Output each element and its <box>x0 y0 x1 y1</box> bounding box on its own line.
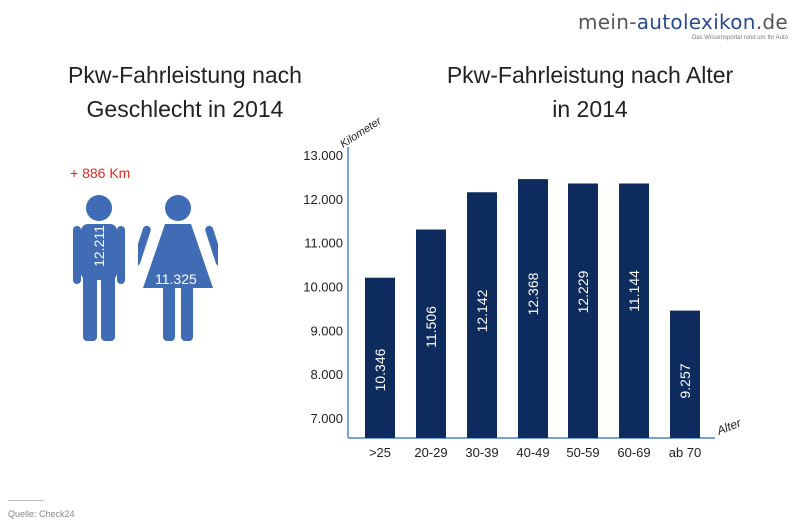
brand-tagline: Das Wissensportal rund um Ihr Auto <box>691 35 788 41</box>
brand-logo: mein-autolexikon.de Das Wissensportal ru… <box>578 10 788 41</box>
source-label: Quelle: Check24 <box>8 509 75 519</box>
x-tick-label: 20-29 <box>414 445 447 460</box>
x-tick-label: 60-69 <box>617 445 650 460</box>
female-person-icon <box>138 195 218 341</box>
chart-title: Pkw-Fahrleistung nach Alter in 2014 <box>446 62 734 122</box>
x-tick-label: 50-59 <box>566 445 599 460</box>
y-tick-label: 11.000 <box>304 236 343 251</box>
bar-value-label: 12.368 <box>525 272 541 315</box>
bar-6069 <box>619 183 649 438</box>
male-person-icon <box>73 195 125 341</box>
female-value: 11.325 <box>155 271 197 287</box>
source-divider <box>8 500 44 501</box>
bar-value-label: 11.506 <box>423 306 439 348</box>
y-tick-label: 10.000 <box>303 280 343 295</box>
bar-value-label: 12.142 <box>474 289 490 332</box>
y-tick-label: 13.000 <box>303 148 343 163</box>
y-tick-label: 12.000 <box>303 192 343 207</box>
x-tick-label: ab 70 <box>669 445 702 460</box>
bar-2029 <box>416 229 446 438</box>
bar-3039 <box>467 192 497 438</box>
bar-ab70 <box>670 310 700 438</box>
y-tick-label: 8.000 <box>310 367 343 382</box>
y-tick-label: 7.000 <box>310 411 343 426</box>
bar-value-label: 9.257 <box>677 363 693 398</box>
difference-label: + 886 Km <box>70 165 131 181</box>
y-tick-label: 9.000 <box>310 323 343 338</box>
bar-4049 <box>518 179 548 438</box>
bar-value-label: 12.229 <box>575 270 591 313</box>
brand-name: mein-autolexikon.de <box>577 10 788 34</box>
bar-25 <box>365 277 395 438</box>
x-tick-label: >25 <box>369 445 391 460</box>
gender-title: Pkw-Fahrleistung nach Geschlecht in 2014 <box>68 62 302 122</box>
x-axis-label: Alter <box>714 415 744 438</box>
y-axis-label: Kilometer <box>338 114 385 150</box>
bar-value-label: 10.346 <box>372 348 388 391</box>
bar-value-label: 11.144 <box>626 270 642 312</box>
x-tick-label: 30-39 <box>465 445 498 460</box>
bar-5059 <box>568 183 598 438</box>
x-tick-label: 40-49 <box>516 445 549 460</box>
